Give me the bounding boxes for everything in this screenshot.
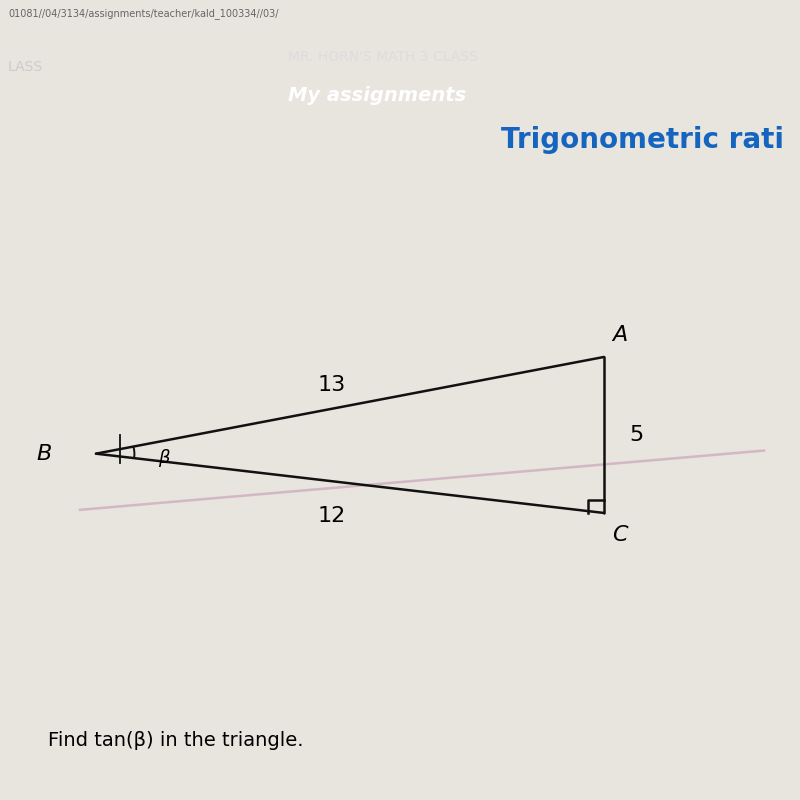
Text: β: β xyxy=(158,449,170,467)
Text: Trigonometric rati: Trigonometric rati xyxy=(501,126,784,154)
Text: LASS: LASS xyxy=(8,60,43,74)
Text: 13: 13 xyxy=(318,375,346,395)
Text: C: C xyxy=(612,525,628,545)
Text: 5: 5 xyxy=(629,425,643,445)
Text: B: B xyxy=(36,444,52,464)
Text: 12: 12 xyxy=(318,506,346,526)
Text: Find tan(β) in the triangle.: Find tan(β) in the triangle. xyxy=(48,731,303,750)
Text: 01081//04/3134/assignments/teacher/kald_100334//03/: 01081//04/3134/assignments/teacher/kald_… xyxy=(8,8,278,19)
Text: A: A xyxy=(612,325,628,345)
Text: MR. HORN'S MATH 3 CLASS: MR. HORN'S MATH 3 CLASS xyxy=(288,50,478,65)
Text: My assignments: My assignments xyxy=(288,86,466,105)
